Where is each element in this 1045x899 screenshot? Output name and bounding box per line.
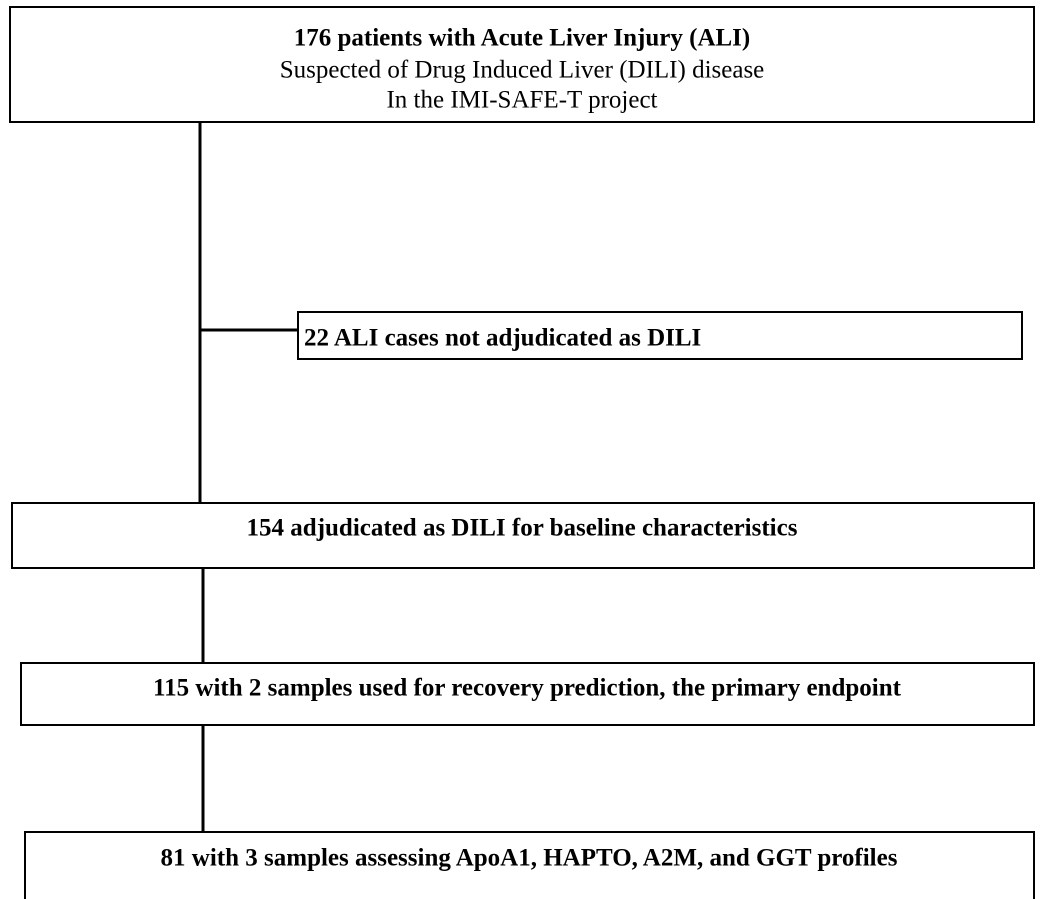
node-box xyxy=(11,502,1035,569)
node-text: 81 with 3 samples assessing ApoA1, HAPTO… xyxy=(161,845,898,872)
node-box xyxy=(24,831,1035,899)
node-title: 176 patients with Acute Liver Injury (AL… xyxy=(294,25,750,52)
node-box xyxy=(9,6,1035,123)
node-text: 115 with 2 samples used for recovery pre… xyxy=(153,675,902,702)
node-text: Suspected of Drug Induced Liver (DILI) d… xyxy=(280,57,765,84)
node-text: 154 adjudicated as DILI for baseline cha… xyxy=(247,515,798,542)
node-box xyxy=(297,311,1023,360)
node-box xyxy=(20,662,1035,726)
node-text: 22 ALI cases not adjudicated as DILI xyxy=(304,325,701,352)
node-text: In the IMI-SAFE-T project xyxy=(386,87,657,114)
